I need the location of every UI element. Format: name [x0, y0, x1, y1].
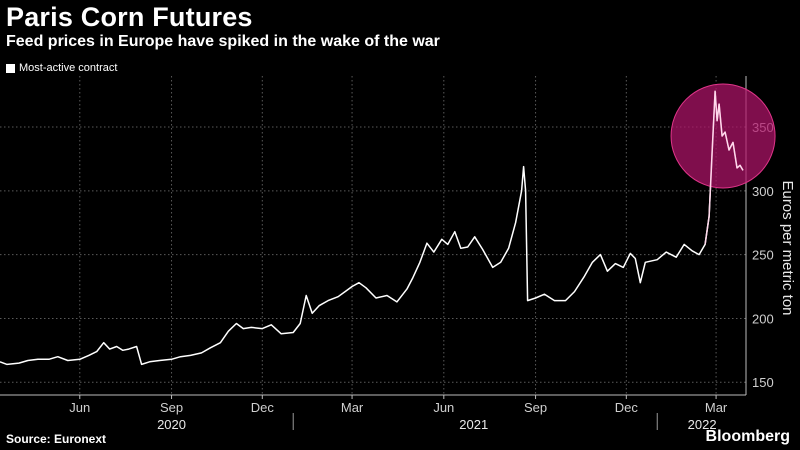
y-tick-label: 300 — [752, 184, 774, 199]
y-axis-title: Euros per metric ton — [779, 180, 796, 315]
x-tick-label: Jun — [69, 400, 90, 415]
x-tick-label: Jun — [433, 400, 454, 415]
y-tick-label: 150 — [752, 375, 774, 390]
y-tick-label: 200 — [752, 311, 774, 326]
price-line-highlight — [704, 90, 744, 245]
source-note: Source: Euronext — [6, 432, 107, 446]
x-tick-label: Dec — [251, 400, 275, 415]
legend-label: Most-active contract — [19, 62, 118, 74]
x-tick-label: Mar — [705, 400, 728, 415]
legend-swatch — [6, 63, 15, 73]
x-tick-label: Sep — [524, 400, 547, 415]
x-tick-label: Sep — [160, 400, 183, 415]
x-tick-label: Dec — [615, 400, 639, 415]
year-label: 2021 — [459, 417, 488, 432]
chart-subtitle: Feed prices in Europe have spiked in the… — [6, 33, 440, 50]
y-tick-label: 250 — [752, 248, 774, 263]
bloomberg-logo: Bloomberg — [705, 428, 790, 445]
year-label: 2022 — [688, 417, 717, 432]
x-tick-label: Mar — [341, 400, 364, 415]
year-label: 2020 — [157, 417, 186, 432]
chart-title: Paris Corn Futures — [6, 2, 253, 32]
legend: Most-active contract — [6, 62, 117, 74]
price-line — [0, 90, 744, 366]
